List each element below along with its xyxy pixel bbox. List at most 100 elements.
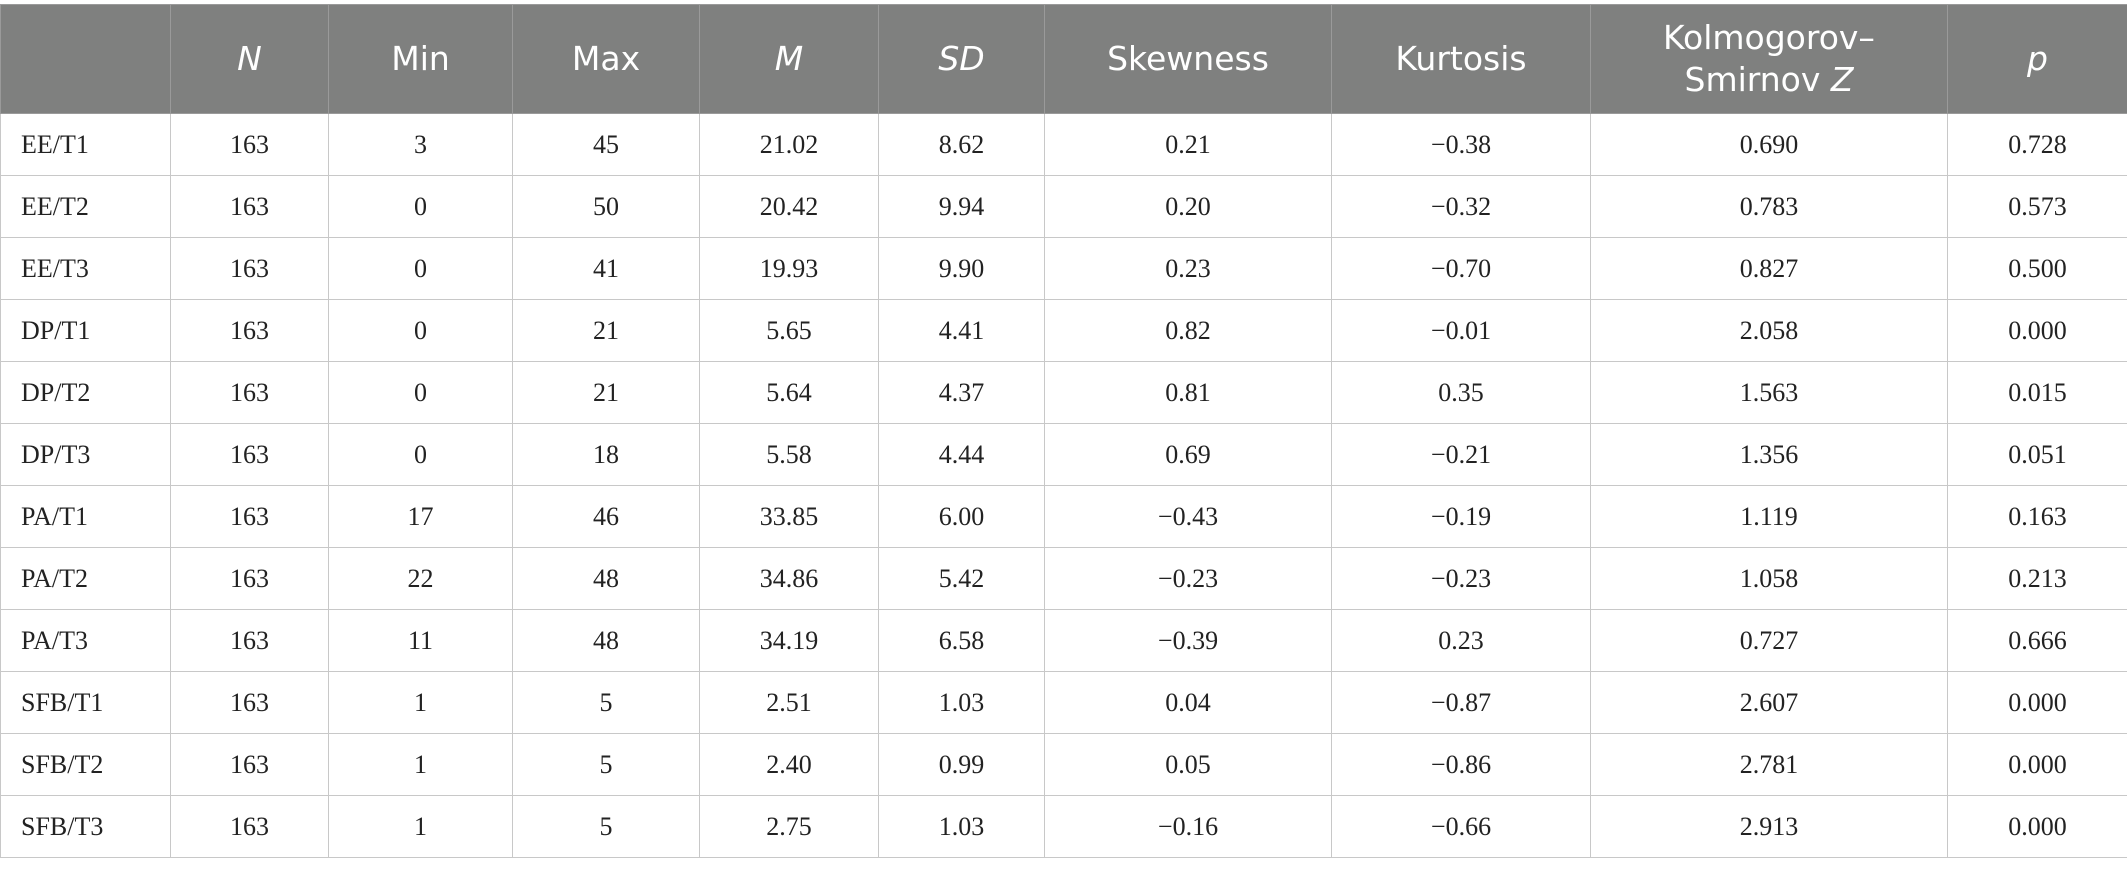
cell-sd: 9.90: [878, 237, 1045, 300]
table-row: EE/T2 163 0 50 20.42 9.94 0.20 −0.32 0.783 0.573: [0, 175, 2127, 238]
header-max: Max: [512, 4, 700, 114]
cell-max: 5: [512, 733, 700, 796]
cell-min: 0: [328, 237, 513, 300]
header-sd: SD: [878, 4, 1045, 114]
cell-min: 1: [328, 795, 513, 858]
table-header: N Min Max M SD Skewness Kurtosis Kolmogo…: [0, 4, 2127, 114]
cell-skewness: 0.04: [1044, 671, 1332, 734]
cell-ks-z: 1.058: [1590, 547, 1948, 610]
cell-sd: 1.03: [878, 795, 1045, 858]
cell-label: DP/T1: [0, 299, 171, 362]
cell-p: 0.015: [1947, 361, 2127, 424]
cell-kurtosis: −0.32: [1331, 175, 1591, 238]
header-row: N Min Max M SD Skewness Kurtosis Kolmogo…: [0, 4, 2127, 114]
cell-label: DP/T3: [0, 423, 171, 486]
cell-ks-z: 2.781: [1590, 733, 1948, 796]
header-p: p: [1947, 4, 2127, 114]
cell-min: 11: [328, 609, 513, 672]
cell-max: 46: [512, 485, 700, 548]
cell-max: 5: [512, 671, 700, 734]
cell-p: 0.728: [1947, 113, 2127, 176]
header-ks-line2: Smirnov: [1684, 60, 1821, 99]
cell-p: 0.051: [1947, 423, 2127, 486]
cell-max: 48: [512, 547, 700, 610]
cell-kurtosis: −0.87: [1331, 671, 1591, 734]
header-m: M: [699, 4, 879, 114]
cell-m: 19.93: [699, 237, 879, 300]
cell-n: 163: [170, 299, 329, 362]
cell-min: 22: [328, 547, 513, 610]
cell-sd: 6.58: [878, 609, 1045, 672]
cell-kurtosis: −0.01: [1331, 299, 1591, 362]
table-row: SFB/T3 163 1 5 2.75 1.03 −0.16 −0.66 2.913 0.000: [0, 795, 2127, 858]
cell-min: 1: [328, 671, 513, 734]
cell-p: 0.500: [1947, 237, 2127, 300]
cell-n: 163: [170, 671, 329, 734]
cell-kurtosis: −0.38: [1331, 113, 1591, 176]
cell-n: 163: [170, 361, 329, 424]
cell-label: EE/T2: [0, 175, 171, 238]
cell-p: 0.213: [1947, 547, 2127, 610]
cell-skewness: 0.81: [1044, 361, 1332, 424]
cell-label: PA/T1: [0, 485, 171, 548]
cell-ks-z: 0.783: [1590, 175, 1948, 238]
cell-m: 5.58: [699, 423, 879, 486]
cell-n: 163: [170, 423, 329, 486]
cell-skewness: 0.23: [1044, 237, 1332, 300]
cell-m: 34.19: [699, 609, 879, 672]
cell-max: 21: [512, 299, 700, 362]
cell-min: 0: [328, 423, 513, 486]
cell-max: 5: [512, 795, 700, 858]
cell-m: 2.51: [699, 671, 879, 734]
table-row: EE/T1 163 3 45 21.02 8.62 0.21 −0.38 0.690 0.728: [0, 113, 2127, 176]
cell-skewness: −0.39: [1044, 609, 1332, 672]
cell-ks-z: 1.563: [1590, 361, 1948, 424]
header-ks-line1: Kolmogorov–: [1663, 18, 1875, 57]
header-n: N: [170, 4, 329, 114]
cell-label: SFB/T1: [0, 671, 171, 734]
table-row: SFB/T1 163 1 5 2.51 1.03 0.04 −0.87 2.607 0.000: [0, 671, 2127, 734]
table-row: DP/T3 163 0 18 5.58 4.44 0.69 −0.21 1.356 0.051: [0, 423, 2127, 486]
cell-label: DP/T2: [0, 361, 171, 424]
cell-min: 17: [328, 485, 513, 548]
cell-max: 45: [512, 113, 700, 176]
cell-skewness: −0.16: [1044, 795, 1332, 858]
cell-sd: 9.94: [878, 175, 1045, 238]
cell-ks-z: 2.913: [1590, 795, 1948, 858]
cell-m: 20.42: [699, 175, 879, 238]
header-min: Min: [328, 4, 513, 114]
cell-m: 34.86: [699, 547, 879, 610]
cell-kurtosis: −0.21: [1331, 423, 1591, 486]
cell-skewness: 0.21: [1044, 113, 1332, 176]
cell-skewness: 0.05: [1044, 733, 1332, 796]
cell-n: 163: [170, 733, 329, 796]
cell-ks-z: 0.827: [1590, 237, 1948, 300]
cell-n: 163: [170, 113, 329, 176]
cell-n: 163: [170, 175, 329, 238]
cell-label: PA/T3: [0, 609, 171, 672]
table-row: DP/T1 163 0 21 5.65 4.41 0.82 −0.01 2.058 0.000: [0, 299, 2127, 362]
header-ks-z: Z: [1830, 60, 1854, 99]
header-empty: [0, 4, 171, 114]
cell-skewness: 0.69: [1044, 423, 1332, 486]
cell-label: PA/T2: [0, 547, 171, 610]
cell-n: 163: [170, 609, 329, 672]
cell-label: SFB/T2: [0, 733, 171, 796]
cell-p: 0.000: [1947, 299, 2127, 362]
cell-m: 21.02: [699, 113, 879, 176]
cell-min: 0: [328, 361, 513, 424]
cell-sd: 0.99: [878, 733, 1045, 796]
cell-p: 0.666: [1947, 609, 2127, 672]
cell-skewness: −0.43: [1044, 485, 1332, 548]
cell-p: 0.000: [1947, 733, 2127, 796]
header-kurtosis: Kurtosis: [1331, 4, 1591, 114]
cell-sd: 5.42: [878, 547, 1045, 610]
cell-kurtosis: −0.23: [1331, 547, 1591, 610]
cell-n: 163: [170, 485, 329, 548]
cell-sd: 4.44: [878, 423, 1045, 486]
cell-n: 163: [170, 795, 329, 858]
table-row: DP/T2 163 0 21 5.64 4.37 0.81 0.35 1.563 0.015: [0, 361, 2127, 424]
cell-kurtosis: −0.70: [1331, 237, 1591, 300]
cell-p: 0.000: [1947, 795, 2127, 858]
table-row: EE/T3 163 0 41 19.93 9.90 0.23 −0.70 0.827 0.500: [0, 237, 2127, 300]
